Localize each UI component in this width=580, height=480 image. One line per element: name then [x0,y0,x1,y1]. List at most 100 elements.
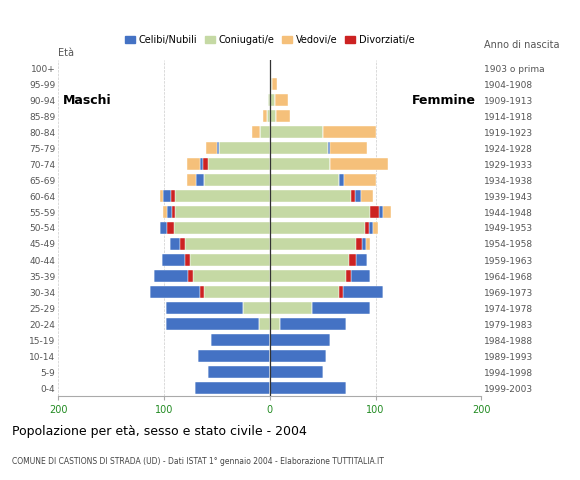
Bar [270,302,312,314]
Bar [259,318,270,330]
Bar [357,254,367,266]
Bar [351,190,356,202]
Bar [175,222,270,234]
Bar [322,126,376,138]
Bar [270,382,346,394]
Bar [176,190,270,202]
Bar [170,238,180,250]
Bar [190,254,270,266]
Bar [219,142,270,154]
Bar [167,222,175,234]
Bar [270,174,339,186]
Bar [270,318,280,330]
Text: Popolazione per età, sesso e stato civile - 2004: Popolazione per età, sesso e stato civil… [12,425,306,438]
Bar [351,270,370,282]
Bar [252,126,260,138]
Bar [267,110,270,122]
Bar [270,126,322,138]
Bar [180,238,185,250]
Bar [270,270,346,282]
Bar [365,222,369,234]
Bar [330,158,388,170]
Bar [270,190,351,202]
Bar [276,110,290,122]
Bar [263,110,267,122]
Bar [275,94,288,106]
Bar [260,126,270,138]
Bar [270,350,326,362]
Bar [217,142,219,154]
Bar [176,206,270,218]
Bar [243,302,270,314]
Bar [208,158,270,170]
Bar [330,142,367,154]
Bar [150,286,200,298]
Bar [270,94,275,106]
Bar [383,206,392,218]
Bar [280,318,346,330]
Bar [187,174,195,186]
Bar [328,142,330,154]
Bar [198,350,270,362]
Bar [194,382,270,394]
Bar [204,286,270,298]
Bar [270,78,272,90]
Bar [366,238,370,250]
Bar [346,270,351,282]
Bar [267,94,270,106]
Text: Femmine: Femmine [412,94,476,107]
Bar [162,254,185,266]
Bar [370,206,379,218]
Legend: Celibi/Nubili, Coniugati/e, Vedovi/e, Divorziati/e: Celibi/Nubili, Coniugati/e, Vedovi/e, Di… [121,31,418,49]
Bar [171,190,176,202]
Bar [356,190,361,202]
Bar [339,174,344,186]
Bar [361,190,374,202]
Bar [160,222,167,234]
Bar [270,222,365,234]
Text: Età: Età [58,48,74,58]
Bar [187,158,200,170]
Bar [163,190,171,202]
Bar [163,206,167,218]
Bar [166,302,243,314]
Bar [374,222,378,234]
Text: Maschi: Maschi [63,94,112,107]
Bar [200,158,203,170]
Bar [343,286,383,298]
Bar [185,254,190,266]
Text: COMUNE DI CASTIONS DI STRADA (UD) - Dati ISTAT 1° gennaio 2004 - Elaborazione TU: COMUNE DI CASTIONS DI STRADA (UD) - Dati… [12,457,383,466]
Bar [160,190,163,202]
Bar [167,206,172,218]
Bar [195,174,204,186]
Bar [369,222,374,234]
Bar [212,334,270,346]
Bar [357,238,362,250]
Bar [339,286,343,298]
Bar [344,174,376,186]
Bar [362,238,366,250]
Bar [270,158,330,170]
Bar [200,286,204,298]
Bar [270,206,370,218]
Bar [379,206,383,218]
Text: Anno di nascita: Anno di nascita [484,40,560,50]
Bar [270,238,357,250]
Bar [172,206,176,218]
Bar [312,302,370,314]
Bar [270,286,339,298]
Bar [203,158,208,170]
Bar [194,270,270,282]
Bar [272,78,277,90]
Bar [188,270,194,282]
Bar [206,142,217,154]
Bar [185,238,270,250]
Bar [166,318,259,330]
Bar [270,142,328,154]
Bar [270,254,349,266]
Bar [349,254,357,266]
Bar [270,366,322,378]
Bar [270,110,276,122]
Bar [208,366,270,378]
Bar [154,270,188,282]
